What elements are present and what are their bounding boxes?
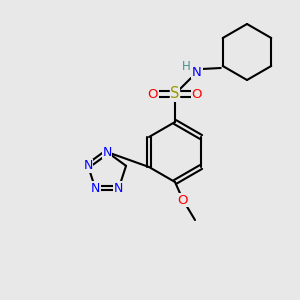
Text: H: H	[182, 61, 190, 74]
Text: N: N	[102, 146, 112, 158]
Text: O: O	[192, 88, 202, 100]
Text: N: N	[114, 182, 124, 195]
Text: N: N	[91, 182, 100, 195]
Text: N: N	[192, 65, 202, 79]
Text: N: N	[83, 159, 93, 172]
Text: O: O	[178, 194, 188, 206]
Text: O: O	[148, 88, 158, 100]
Text: S: S	[170, 86, 180, 101]
